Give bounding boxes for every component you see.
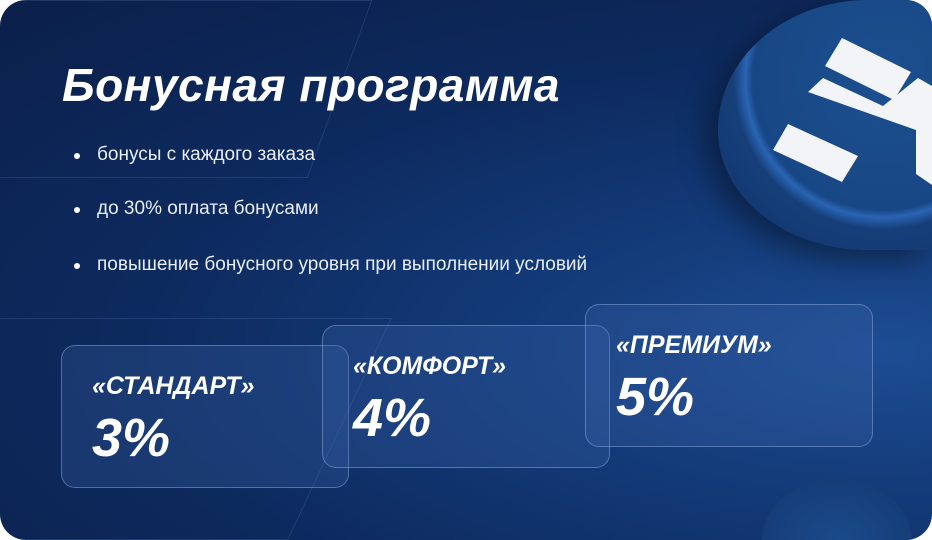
tier-percent: 4%	[353, 388, 432, 448]
tier-card-premium: «ПРЕМИУМ» 5%	[585, 304, 873, 447]
tier-name: «СТАНДАРТ»	[92, 372, 255, 400]
bullet-item: бонусы с каждого заказа	[72, 144, 587, 166]
tier-percent: 5%	[616, 367, 695, 427]
small-coin-logo-icon	[762, 478, 912, 540]
tier-card-standard: «СТАНДАРТ» 3%	[61, 345, 349, 488]
tier-name: «ПРЕМИУМ»	[616, 331, 772, 359]
bullet-item: до 30% оплата бонусами	[72, 198, 587, 220]
bullet-list: бонусы с каждого заказа до 30% оплата бо…	[72, 144, 587, 276]
bullet-item: повышение бонусного уровня при выполнени…	[72, 254, 587, 276]
page-title: Бонусная программа	[62, 59, 561, 111]
tier-name: «КОМФОРТ»	[353, 352, 507, 380]
tier-card-comfort: «КОМФОРТ» 4%	[322, 325, 610, 468]
brand-coin-logo-icon	[718, 0, 932, 250]
tier-percent: 3%	[92, 408, 171, 468]
